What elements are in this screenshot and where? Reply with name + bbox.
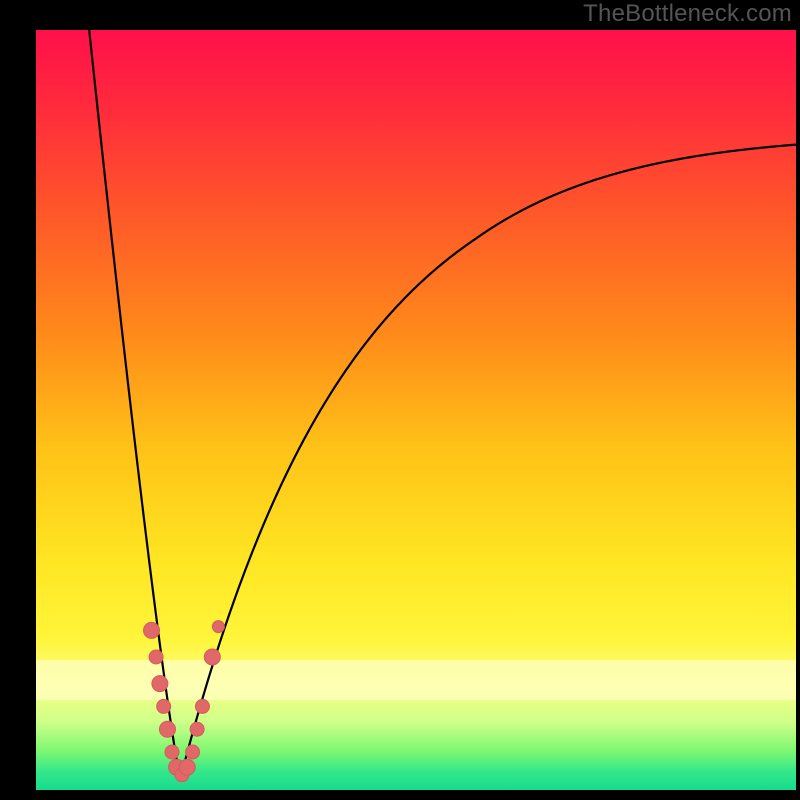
data-marker xyxy=(212,621,224,633)
data-marker xyxy=(159,721,175,737)
data-marker xyxy=(186,745,200,759)
data-marker xyxy=(165,745,179,759)
data-marker xyxy=(157,699,171,713)
pale-band xyxy=(36,660,796,700)
watermark-text: TheBottleneck.com xyxy=(583,0,792,28)
data-marker xyxy=(179,759,195,775)
data-marker xyxy=(190,722,204,736)
data-marker xyxy=(144,622,160,638)
data-marker xyxy=(149,650,163,664)
data-marker xyxy=(195,699,209,713)
bottleneck-chart xyxy=(0,0,800,800)
chart-container: TheBottleneck.com xyxy=(0,0,800,800)
data-marker xyxy=(204,649,220,665)
data-marker xyxy=(152,676,168,692)
